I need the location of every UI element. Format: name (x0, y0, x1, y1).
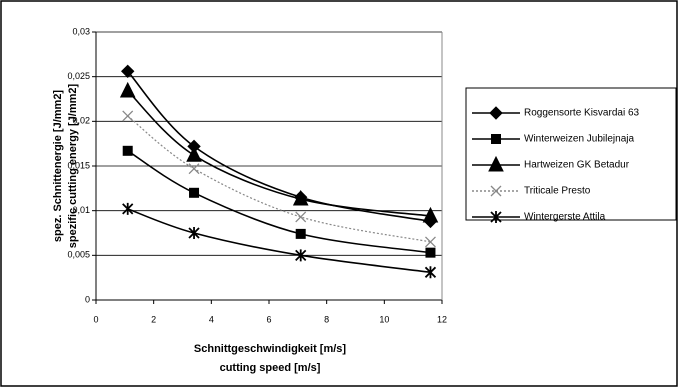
series-line (127, 115, 431, 243)
series-line (127, 70, 431, 223)
legend-marker (491, 134, 501, 144)
y-tick-label: 0,025 (67, 71, 90, 81)
marker (122, 145, 133, 156)
marker (186, 146, 202, 162)
series-line (127, 208, 431, 274)
series-line (127, 150, 431, 254)
marker (119, 81, 136, 98)
marker (292, 189, 309, 206)
x-tick-label: 12 (437, 314, 447, 324)
y-tick-label: 0,03 (72, 26, 90, 36)
x-tick-label: 2 (151, 314, 156, 324)
x-title-line: Schnittgeschwindigkeit [m/s] (194, 343, 347, 355)
marker (189, 187, 200, 198)
y-tick-label: 0,005 (67, 250, 90, 260)
legend-marker (490, 211, 502, 223)
marker (295, 228, 306, 239)
marker (122, 110, 134, 122)
marker (121, 64, 135, 79)
marker (188, 163, 200, 175)
y-tick-label: 0,02 (72, 116, 90, 126)
x-title-line: cutting speed [m/s] (220, 362, 321, 374)
y-tick-label: 0 (85, 294, 90, 304)
legend-label: Winterweizen Jubilejnaja (524, 134, 634, 145)
legend-label: Triticale Presto (524, 186, 591, 197)
y-title-line: spez. Schnittenergie [J/mm2] (52, 90, 64, 243)
legend-label: Hartweizen GK Betadur (524, 160, 630, 171)
marker (295, 211, 307, 223)
legend-marker (490, 185, 502, 197)
x-tick-label: 0 (93, 314, 98, 324)
marker (425, 236, 436, 248)
y-tick-label: 0,01 (72, 205, 90, 215)
legend-marker (489, 106, 503, 120)
x-tick-label: 4 (209, 314, 214, 324)
x-tick-label: 8 (324, 314, 329, 324)
legend-label: Wintergerste Attila (524, 212, 606, 223)
series-line (127, 90, 431, 217)
marker (425, 247, 436, 258)
marker (422, 206, 439, 223)
y-tick-label: 0,015 (67, 160, 90, 170)
marker (424, 266, 437, 279)
y-axis-title: spez. Schnittenergie [J/mm2] spezific cu… (52, 83, 79, 248)
x-tick-label: 10 (379, 314, 389, 324)
marker (188, 227, 200, 239)
legend-box (465, 87, 677, 221)
legend-marker (488, 155, 504, 172)
marker (295, 249, 307, 262)
legend-label: Roggensorte Kisvardai 63 (524, 108, 640, 119)
x-tick-label: 6 (266, 314, 271, 324)
y-title-line: spezific cutting energy [J/mm2] (67, 83, 79, 248)
marker (122, 202, 134, 215)
